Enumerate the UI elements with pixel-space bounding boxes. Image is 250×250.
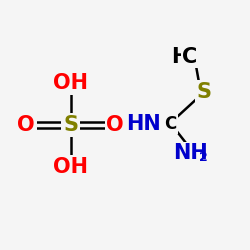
Text: S: S xyxy=(196,82,212,102)
Text: O: O xyxy=(17,115,35,135)
Text: O: O xyxy=(106,115,124,135)
Text: C: C xyxy=(164,115,177,133)
Text: HN: HN xyxy=(126,114,161,134)
Text: NH: NH xyxy=(173,144,208,164)
Text: 3: 3 xyxy=(181,56,190,68)
Text: S: S xyxy=(63,115,78,135)
Text: OH: OH xyxy=(53,73,88,93)
Text: H: H xyxy=(171,47,188,67)
Text: 2: 2 xyxy=(198,152,207,164)
Text: OH: OH xyxy=(53,157,88,177)
Text: C: C xyxy=(182,47,198,67)
